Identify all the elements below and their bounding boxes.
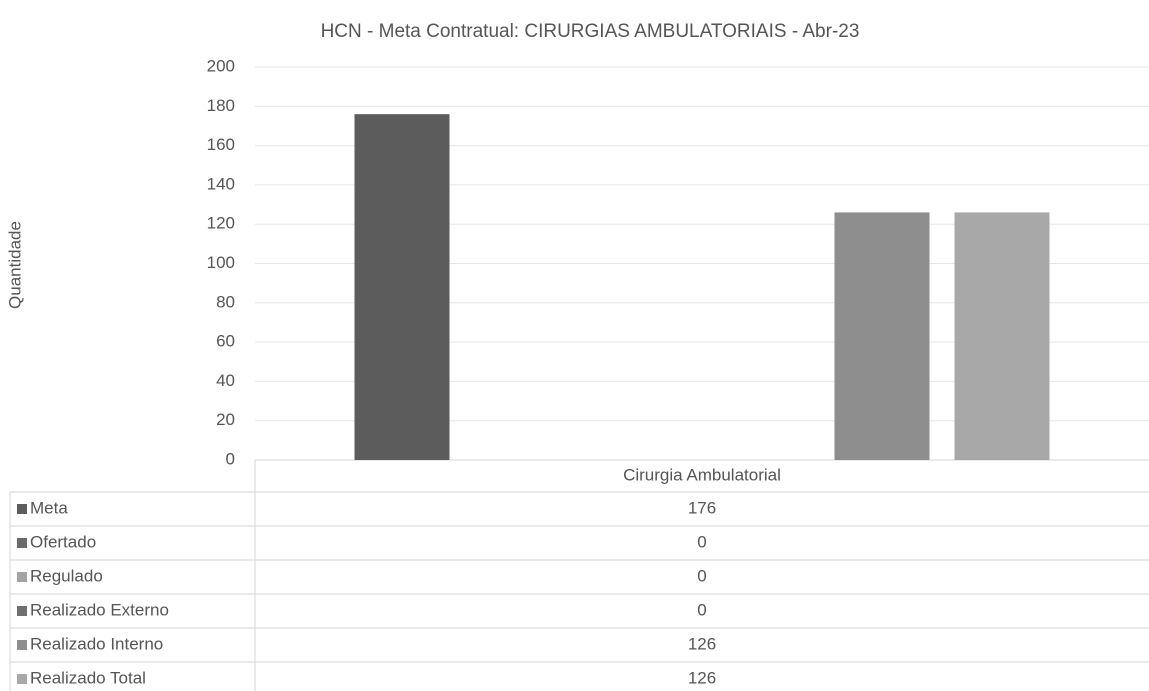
table-value: 0 (697, 600, 706, 619)
y-tick-label: 60 (216, 332, 235, 351)
y-tick-label: 20 (216, 410, 235, 429)
y-tick-label: 140 (207, 174, 235, 193)
y-axis-label: Quantidade (5, 221, 24, 309)
legend-swatch (17, 572, 27, 582)
legend-swatch (17, 538, 27, 548)
y-tick-label: 160 (207, 135, 235, 154)
legend-label: Ofertado (30, 532, 96, 551)
y-tick-label: 0 (226, 449, 235, 468)
legend-label: Realizado Externo (30, 600, 169, 619)
y-tick-label: 200 (207, 56, 235, 75)
legend-swatch (17, 606, 27, 616)
table-value: 0 (697, 532, 706, 551)
y-tick-label: 120 (207, 214, 235, 233)
legend-label: Meta (30, 498, 68, 517)
legend-swatch (17, 504, 27, 514)
table-value: 0 (697, 566, 706, 585)
table-value: 126 (688, 634, 716, 653)
legend-label: Realizado Interno (30, 634, 163, 653)
x-tick-label: Cirurgia Ambulatorial (623, 465, 781, 484)
y-tick-label: 100 (207, 253, 235, 272)
legend-label: Regulado (30, 566, 103, 585)
y-tick-label: 40 (216, 371, 235, 390)
y-tick-label: 80 (216, 292, 235, 311)
y-tick-label: 180 (207, 96, 235, 115)
bar (834, 212, 930, 460)
table-value: 126 (688, 668, 716, 687)
chart-title: HCN - Meta Contratual: CIRURGIAS AMBULAT… (321, 21, 860, 42)
legend-swatch (17, 640, 27, 650)
bar (354, 114, 450, 460)
table-value: 176 (688, 498, 716, 517)
bar (954, 212, 1050, 460)
legend-swatch (17, 674, 27, 684)
legend-label: Realizado Total (30, 668, 146, 687)
